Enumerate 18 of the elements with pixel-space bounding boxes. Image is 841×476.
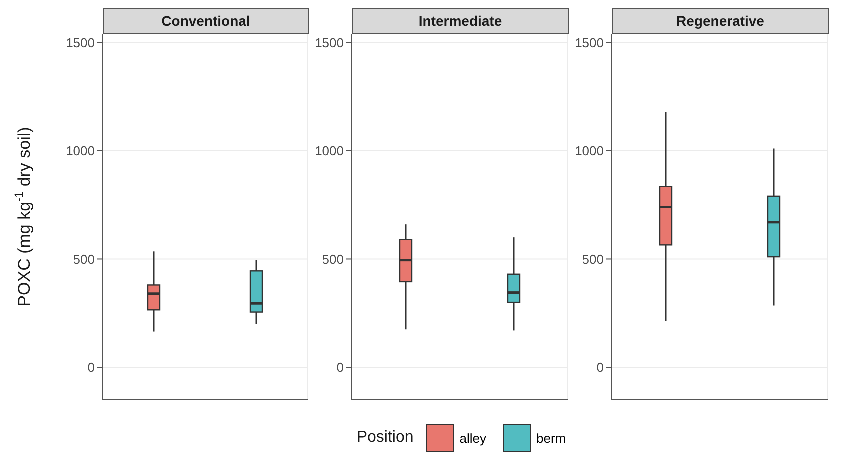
y-tick-label: 0 bbox=[336, 360, 344, 376]
y-tick-label: 1500 bbox=[315, 35, 344, 50]
y-tick-label: 500 bbox=[73, 252, 95, 267]
y-tick-label: 1500 bbox=[66, 35, 95, 50]
chart-title: Conventional bbox=[103, 8, 309, 34]
y-tick-label: 0 bbox=[88, 360, 95, 376]
legend-label: berm bbox=[536, 430, 566, 446]
legend-title: Position bbox=[356, 429, 414, 447]
y-tick-label: 500 bbox=[322, 252, 344, 267]
y-tick-label: 500 bbox=[582, 252, 604, 267]
y-tick-label: 1500 bbox=[575, 35, 604, 50]
y-tick-label: 1000 bbox=[575, 144, 604, 159]
y-tick-label: 0 bbox=[596, 360, 604, 376]
chart-title: Intermediate bbox=[352, 8, 569, 34]
legend-label: alley bbox=[460, 430, 487, 446]
y-tick-label: 1000 bbox=[315, 144, 344, 159]
chart-title: Regenerative bbox=[612, 8, 829, 34]
y-tick-label: 1000 bbox=[66, 144, 95, 159]
